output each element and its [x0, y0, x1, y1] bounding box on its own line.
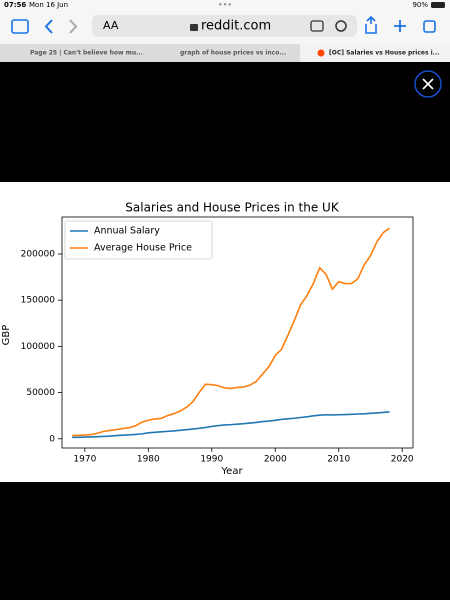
close-icon: [422, 78, 434, 90]
y-axis-label: GBP: [1, 325, 12, 346]
y-tick-label: 150000: [21, 296, 56, 306]
reader-button[interactable]: [310, 20, 324, 32]
legend-label: Annual Salary: [94, 226, 160, 237]
data-line: [72, 411, 390, 439]
legend-label: Average House Price: [94, 243, 192, 254]
x-axis-label: Year: [220, 466, 243, 477]
address-bar[interactable]: [92, 15, 357, 37]
chart-title: Salaries and House Prices in the UK: [125, 201, 340, 215]
status-time: 07:56: [4, 1, 26, 9]
sidebar-button[interactable]: [11, 19, 29, 34]
forward-button[interactable]: [69, 19, 78, 34]
text-size-button[interactable]: AA: [103, 19, 119, 32]
status-battery: 90%: [412, 1, 428, 9]
lock-icon: [190, 24, 198, 31]
x-tick-label: 2010: [327, 455, 350, 465]
reload-button[interactable]: [335, 20, 347, 32]
reddit-icon: [317, 49, 325, 57]
axes-frame: [61, 216, 414, 449]
data-line: [72, 227, 390, 437]
viewer-backdrop: [0, 482, 450, 600]
x-tick-label: 1990: [200, 455, 223, 465]
x-tick-label: 2020: [391, 455, 414, 465]
x-tick-label: 1980: [137, 455, 160, 465]
tab-title[interactable]: Page 25 | Can't believe how mu...: [30, 50, 143, 57]
y-tick-label: 50000: [26, 388, 55, 398]
y-tick-label: 100000: [21, 342, 56, 352]
tab-title[interactable]: [OC] Salaries vs House prices i...: [329, 50, 440, 57]
viewer-backdrop: [0, 62, 450, 182]
address-text[interactable]: reddit.com: [201, 19, 271, 34]
y-tick-label: 0: [49, 434, 55, 444]
tab-title[interactable]: graph of house prices vs inco...: [180, 50, 286, 57]
multitask-dots: •••: [218, 1, 232, 10]
x-tick-label: 2000: [264, 455, 287, 465]
legend-box: [64, 220, 213, 260]
y-tick-label: 200000: [21, 249, 56, 259]
new-tab-button[interactable]: [394, 20, 406, 32]
back-button[interactable]: [44, 19, 53, 34]
x-tick-label: 1970: [73, 455, 96, 465]
status-date: Mon 16 Jun: [29, 1, 68, 9]
active-tab[interactable]: [300, 44, 450, 62]
share-button[interactable]: [365, 15, 377, 34]
battery-icon: [431, 2, 445, 8]
tabs-button[interactable]: [423, 20, 436, 33]
